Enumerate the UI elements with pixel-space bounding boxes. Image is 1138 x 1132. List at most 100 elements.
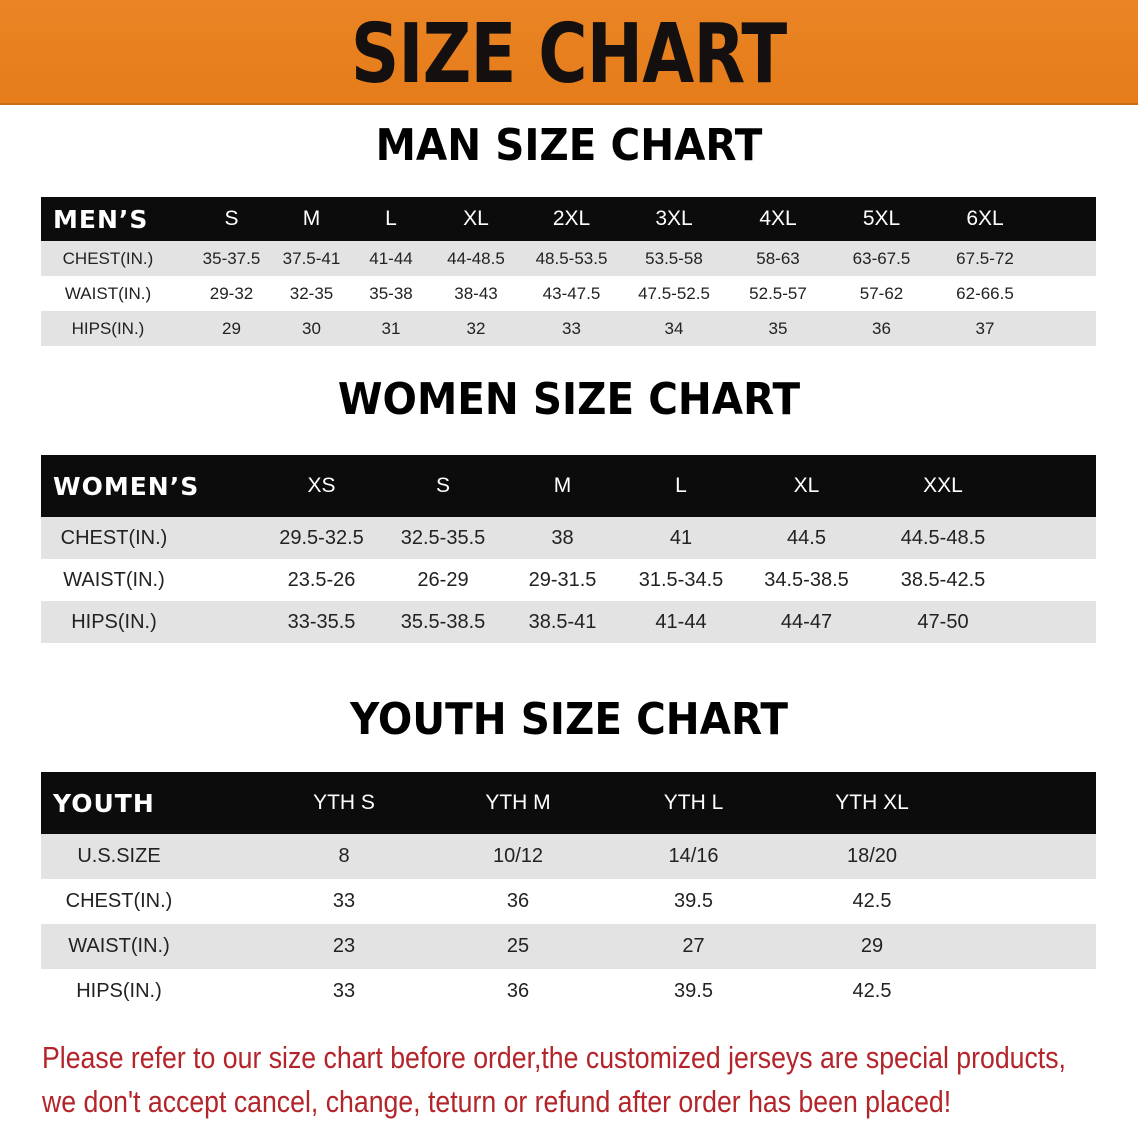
youth-section-title: YOUTH SIZE CHART: [350, 694, 788, 745]
measurement-cell: 42.5: [852, 980, 892, 1002]
measurement-cell: 39.5: [674, 890, 713, 912]
measurement-cell: 38: [551, 526, 574, 549]
table-row: WAIST(IN.) 29-32 32-35 35-38 38-43 43-47.5 47.…: [41, 276, 1096, 311]
row-label: WAIST(IN.): [64, 283, 152, 303]
size-header-cell: S: [435, 474, 450, 497]
measurement-cell: 35-37.5: [202, 248, 261, 268]
measurement-cell: 29-32: [209, 283, 254, 303]
size-chart-banner: SIZE CHART: [0, 0, 1138, 105]
measurement-cell: 35: [768, 318, 788, 338]
row-label: CHEST(IN.): [62, 248, 154, 268]
table-header-row: MEN’S S M L XL 2XL 3XL 4XL 5XL 6XL: [41, 197, 1096, 241]
order-notice-line-1: Please refer to our size chart before or…: [42, 1040, 1066, 1075]
measurement-cell: 44.5-48.5: [900, 526, 986, 549]
measurement-cell: 31.5-34.5: [638, 568, 724, 591]
measurement-cell: 23: [332, 935, 356, 957]
size-header-cell: M: [302, 207, 321, 230]
measurement-cell: 38.5-41: [528, 610, 597, 633]
size-header-cell: M: [553, 474, 572, 497]
measurement-cell: 36: [872, 318, 891, 338]
table-header-row: YOUTH YTH S YTH M YTH L YTH XL: [41, 772, 1096, 834]
row-label: CHEST(IN.): [60, 526, 168, 549]
table-corner-label: YOUTH: [53, 788, 155, 818]
measurement-cell: 67.5-72: [956, 248, 1014, 268]
measurement-cell: 34: [664, 318, 684, 338]
size-header-cell: 3XL: [655, 207, 693, 230]
measurement-cell: 39.5: [674, 980, 713, 1002]
measurement-cell: 33: [332, 890, 356, 912]
row-label: CHEST(IN.): [65, 890, 173, 912]
row-label: HIPS(IN.): [71, 318, 145, 338]
measurement-cell: 25: [506, 935, 530, 957]
row-label: WAIST(IN.): [63, 568, 165, 591]
table-header-row: WOMEN’S XS S M L XL XXL: [41, 455, 1096, 517]
table-corner-label: MEN’S: [53, 204, 149, 234]
size-header-cell: 2XL: [552, 207, 591, 230]
row-label: U.S.SIZE: [77, 845, 161, 867]
measurement-cell: 29: [860, 935, 884, 957]
size-header-cell: S: [224, 207, 239, 230]
measurement-cell: 26-29: [417, 568, 469, 591]
measurement-cell: 30: [302, 318, 321, 338]
size-header-cell: YTH XL: [835, 791, 909, 814]
row-label: HIPS(IN.): [71, 610, 157, 633]
youth-size-table: YOUTH YTH S YTH M YTH L YTH XL U.S.SIZE 8 10/12…: [41, 772, 1096, 1014]
measurement-cell: 47-50: [917, 610, 969, 633]
table-row: CHEST(IN.) 35-37.5 37.5-41 41-44 44-48.5 48.5…: [41, 241, 1096, 276]
size-header-cell: 6XL: [966, 207, 1004, 230]
measurement-cell: 57-62: [859, 283, 904, 303]
size-header-cell: 5XL: [862, 207, 901, 230]
men-size-table: MEN’S S M L XL 2XL 3XL 4XL 5XL 6XL CHEST(IN.) 35-37…: [41, 197, 1096, 346]
measurement-cell: 34.5-38.5: [764, 568, 849, 591]
men-section-title: MAN SIZE CHART: [375, 120, 763, 171]
measurement-cell: 43-47.5: [542, 283, 601, 303]
table-row: CHEST(IN.) 29.5-32.5 32.5-35.5 38 41 44.5 44.5…: [41, 517, 1096, 559]
measurement-cell: 29-31.5: [528, 568, 597, 591]
measurement-cell: 32: [466, 318, 486, 338]
measurement-cell: 38-43: [454, 283, 498, 303]
measurement-cell: 52.5-57: [749, 283, 807, 303]
measurement-cell: 8: [338, 845, 350, 867]
size-header-cell: 4XL: [759, 207, 797, 230]
measurement-cell: 32.5-35.5: [400, 526, 486, 549]
measurement-cell: 44.5: [787, 526, 826, 549]
measurement-cell: 14/16: [668, 845, 719, 867]
size-header-cell: L: [675, 474, 687, 497]
measurement-cell: 36: [506, 980, 530, 1002]
size-header-cell: XXL: [923, 474, 963, 497]
table-row: HIPS(IN.) 33-35.5 35.5-38.5 38.5-41 41-44 44-…: [41, 601, 1096, 643]
table-corner-label: WOMEN’S: [53, 471, 200, 501]
banner-title: SIZE CHART: [351, 7, 787, 102]
order-notice-line-2: we don't accept cancel, change, teturn o…: [42, 1084, 952, 1119]
measurement-cell: 62-66.5: [956, 283, 1014, 303]
size-header-cell: YTH S: [313, 791, 375, 814]
size-header-cell: YTH L: [663, 791, 724, 814]
measurement-cell: 27: [682, 935, 705, 957]
measurement-cell: 41-44: [369, 248, 413, 268]
size-header-cell: XL: [793, 474, 820, 497]
measurement-cell: 29.5-32.5: [279, 526, 364, 549]
women-size-table: WOMEN’S XS S M L XL XXL CHEST(IN.) 29.5-32.5 32.5…: [41, 455, 1096, 643]
measurement-cell: 23.5-26: [287, 568, 356, 591]
measurement-cell: 53.5-58: [645, 248, 703, 268]
measurement-cell: 48.5-53.5: [535, 248, 608, 268]
table-row: WAIST(IN.) 23.5-26 26-29 29-31.5 31.5-34.5 34…: [41, 559, 1096, 601]
measurement-cell: 37.5-41: [282, 248, 341, 268]
measurement-cell: 42.5: [852, 890, 892, 912]
measurement-cell: 38.5-42.5: [900, 568, 986, 591]
measurement-cell: 63-67.5: [852, 248, 911, 268]
size-header-cell: L: [385, 207, 397, 230]
measurement-cell: 33-35.5: [287, 610, 356, 633]
table-row: U.S.SIZE 8 10/12 14/16 18/20: [41, 834, 1096, 879]
table-row: CHEST(IN.) 33 36 39.5 42.5: [41, 879, 1096, 924]
measurement-cell: 18/20: [846, 845, 898, 867]
row-label: WAIST(IN.): [68, 935, 170, 957]
women-section-title: WOMEN SIZE CHART: [337, 374, 801, 425]
measurement-cell: 32-35: [289, 283, 334, 303]
measurement-cell: 31: [381, 318, 401, 338]
measurement-cell: 35-38: [369, 283, 413, 303]
measurement-cell: 36: [506, 890, 530, 912]
measurement-cell: 47.5-52.5: [638, 283, 710, 303]
measurement-cell: 41: [669, 526, 693, 549]
table-row: HIPS(IN.) 33 36 39.5 42.5: [41, 969, 1096, 1014]
